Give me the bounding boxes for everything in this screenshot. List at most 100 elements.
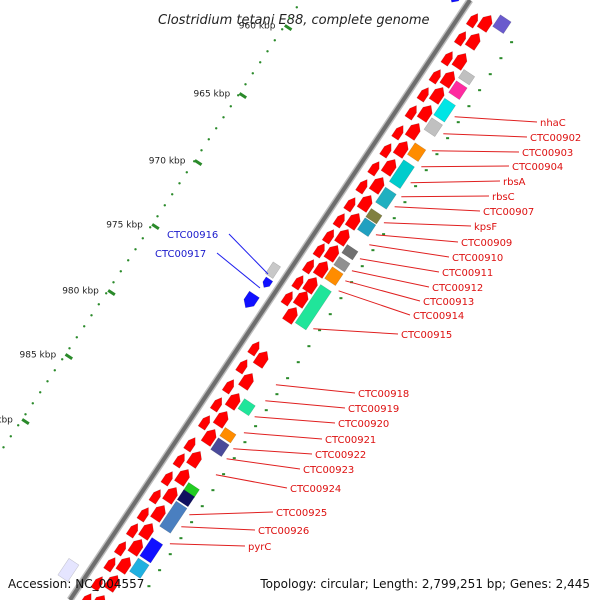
gene-feature (368, 177, 385, 195)
backbone (67, 0, 473, 600)
gene-labels: nhaC CTC00902 CTC00903 CTC00904 rbsA rbsC CTC0… (155, 118, 581, 553)
gene-feature (365, 208, 383, 225)
gene-feature (343, 197, 356, 213)
gene-feature (185, 451, 202, 469)
track-dot (75, 336, 79, 339)
label-leader (351, 270, 430, 288)
gene-feature (391, 125, 404, 141)
track-dot (237, 94, 240, 97)
kbp-tick (21, 418, 30, 426)
gene-label-forward: CTC00924 (290, 484, 341, 495)
label-leader (313, 328, 399, 335)
inner-track-dot (254, 425, 258, 428)
track-dot (53, 369, 56, 372)
kbp-tick-label: 960 kbp (239, 21, 276, 31)
gene-feature (200, 429, 217, 447)
label-leader (383, 222, 472, 227)
track-dot (207, 138, 210, 141)
gene-feature (252, 351, 269, 369)
gene-label-forward: nhaC (540, 118, 566, 129)
gene-feature (428, 87, 445, 105)
gene-label-forward: CTC00921 (325, 435, 376, 446)
inner-track-dot (179, 537, 183, 540)
gene-feature (243, 290, 260, 309)
inner-track-dot (307, 345, 311, 348)
inner-track-dot (275, 393, 279, 396)
inner-track-dot (296, 361, 300, 364)
label-lines (169, 116, 538, 547)
gene-feature (453, 31, 467, 47)
track-dot (105, 292, 108, 295)
inner-track-dot (403, 201, 407, 204)
reverse-gene-track (57, 0, 463, 582)
track-dot (222, 116, 225, 119)
kbp-tick-label: 970 kbp (149, 156, 186, 166)
inner-track-dot (435, 153, 439, 156)
gene-feature (464, 33, 481, 51)
gene-feature (235, 359, 248, 375)
gene-label-forward: CTC00914 (413, 311, 464, 322)
gene-feature (291, 275, 304, 291)
track-dot (229, 105, 232, 108)
gene-feature (89, 595, 106, 600)
gene-feature (237, 373, 254, 391)
gene-feature (176, 489, 195, 508)
gene-feature (173, 469, 190, 487)
label-leader (345, 280, 421, 302)
inner-track-dot (488, 73, 492, 76)
kbp-tick (64, 353, 74, 361)
label-leader (401, 195, 490, 198)
inner-track-dot (339, 297, 343, 300)
track-dot (97, 303, 101, 306)
inner-track-dot (328, 313, 332, 316)
track-dot (156, 215, 159, 218)
label-leader (233, 448, 313, 455)
gene-feature (416, 87, 429, 103)
map-title: Clostridium tetani E88, complete genome (158, 13, 430, 28)
track-dot (244, 83, 247, 86)
inner-track-dot (424, 169, 428, 172)
label-leader (181, 526, 256, 531)
gene-feature (129, 557, 150, 579)
gene-feature (197, 415, 211, 431)
gene-feature (332, 213, 345, 229)
track-dot (90, 314, 93, 317)
inner-track-dot (200, 505, 204, 508)
gene-feature (172, 453, 185, 469)
gene-feature (448, 80, 468, 100)
gene-label-forward: CTC00920 (338, 419, 389, 430)
inner-track-dot (467, 105, 471, 108)
inner-track-dot (264, 409, 268, 412)
gene-feature (57, 558, 80, 582)
gene-feature (333, 229, 350, 247)
gene-label-forward: kpsF (474, 222, 497, 233)
inner-track-dot (232, 457, 236, 460)
gene-label-forward: CTC00911 (442, 268, 493, 279)
track-dot (31, 402, 34, 405)
label-leader (215, 474, 288, 489)
label-leader (369, 244, 450, 258)
label-leader (338, 290, 411, 316)
gene-feature (281, 307, 298, 325)
track-dot (127, 259, 130, 262)
label-leader (216, 252, 261, 289)
gene-feature (125, 523, 139, 539)
gene-feature (212, 411, 229, 429)
label-leader (189, 511, 274, 516)
gene-feature (439, 71, 456, 89)
gene-feature (79, 593, 92, 600)
gene-feature (465, 13, 479, 29)
kbp-tick (194, 159, 203, 167)
label-leader (375, 234, 459, 243)
gene-feature (237, 398, 256, 417)
track-dot (281, 28, 284, 31)
forward-gene-track (79, 13, 512, 600)
inner-track-dot (222, 473, 226, 476)
track-dot (251, 72, 254, 75)
gene-feature (367, 161, 380, 177)
gene-feature (103, 557, 116, 573)
gene-feature (301, 277, 318, 295)
gene-feature (292, 291, 309, 309)
gene-feature (380, 159, 397, 177)
track-dot (134, 248, 137, 251)
